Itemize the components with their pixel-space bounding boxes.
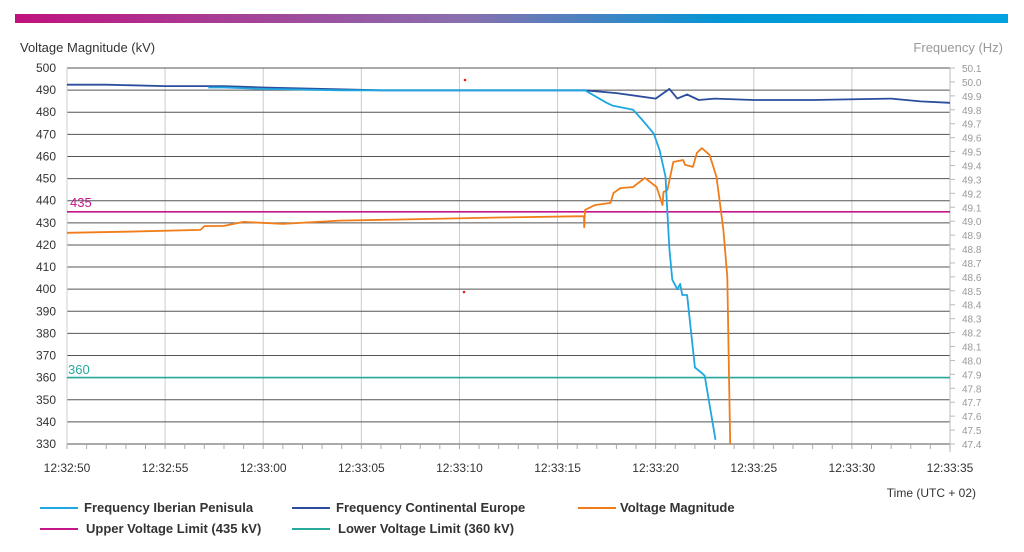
y-tick-label: 400 bbox=[36, 282, 56, 296]
y2-tick-label: 49.0 bbox=[962, 217, 982, 228]
y2-tick-label: 48.2 bbox=[962, 329, 982, 340]
y-tick-label: 360 bbox=[36, 371, 56, 385]
y2-tick-label: 47.6 bbox=[962, 412, 982, 423]
y2-tick-label: 48.8 bbox=[962, 245, 982, 256]
legend-label: Frequency Iberian Penisula bbox=[84, 500, 254, 515]
y2-tick-label: 50.0 bbox=[962, 78, 982, 89]
y2-tick-label: 47.8 bbox=[962, 384, 982, 395]
y-tick-label: 370 bbox=[36, 349, 56, 363]
y2-axis-title: Frequency (Hz) bbox=[913, 40, 1003, 55]
y-tick-label: 480 bbox=[36, 105, 56, 119]
x-tick-label: 12:33:15 bbox=[534, 461, 581, 475]
y2-tick-label: 47.5 bbox=[962, 426, 982, 437]
y2-tick-label: 48.0 bbox=[962, 356, 982, 367]
y-tick-label: 390 bbox=[36, 304, 56, 318]
legend-label: Voltage Magnitude bbox=[620, 500, 735, 515]
x-tick-label: 12:33:10 bbox=[436, 461, 483, 475]
y-tick-label: 440 bbox=[36, 194, 56, 208]
x-tick-label: 12:32:50 bbox=[44, 461, 91, 475]
y-tick-label: 350 bbox=[36, 393, 56, 407]
y-tick-label: 500 bbox=[36, 61, 56, 75]
y-tick-label: 450 bbox=[36, 172, 56, 186]
y-tick-label: 460 bbox=[36, 149, 56, 163]
y2-tick-label: 48.1 bbox=[962, 343, 982, 354]
upper-limit-label: 435 bbox=[70, 195, 92, 210]
y2-tick-label: 49.1 bbox=[962, 203, 982, 214]
header-gradient-bar bbox=[15, 14, 1008, 23]
x-tick-label: 12:33:00 bbox=[240, 461, 287, 475]
legend-label: Frequency Continental Europe bbox=[336, 500, 525, 515]
y2-tick-label: 49.6 bbox=[962, 134, 982, 145]
y-tick-label: 470 bbox=[36, 127, 56, 141]
y2-tick-label: 48.5 bbox=[962, 287, 982, 298]
y-tick-label: 490 bbox=[36, 83, 56, 97]
y-tick-label: 330 bbox=[36, 437, 56, 451]
y2-tick-label: 49.7 bbox=[962, 120, 982, 131]
lower-limit-label: 360 bbox=[68, 362, 90, 377]
x-tick-label: 12:33:20 bbox=[632, 461, 679, 475]
y-tick-label: 410 bbox=[36, 260, 56, 274]
series-line-frequency-continental-europe bbox=[67, 83, 951, 104]
y-tick-label: 340 bbox=[36, 415, 56, 429]
y-axis-title: Voltage Magnitude (kV) bbox=[20, 40, 155, 55]
x-axis-title: Time (UTC + 02) bbox=[887, 486, 976, 500]
y2-tick-label: 49.9 bbox=[962, 92, 982, 103]
y2-tick-label: 49.5 bbox=[962, 148, 982, 159]
marker-dot bbox=[463, 78, 467, 82]
marker-dot bbox=[462, 290, 466, 294]
x-tick-label: 12:33:25 bbox=[730, 461, 777, 475]
y2-tick-label: 48.3 bbox=[962, 315, 982, 326]
y2-tick-label: 49.2 bbox=[962, 189, 982, 200]
y2-tick-label: 50.1 bbox=[962, 64, 982, 75]
x-tick-label: 12:33:30 bbox=[829, 461, 876, 475]
y2-tick-label: 48.4 bbox=[962, 301, 982, 312]
y2-tick-label: 47.7 bbox=[962, 398, 982, 409]
x-tick-label: 12:32:55 bbox=[142, 461, 189, 475]
y2-tick-label: 49.8 bbox=[962, 106, 982, 117]
y2-tick-label: 48.6 bbox=[962, 273, 982, 284]
y2-tick-label: 47.4 bbox=[962, 440, 982, 451]
x-tick-label: 12:33:35 bbox=[927, 461, 974, 475]
x-tick-label: 12:33:05 bbox=[338, 461, 385, 475]
series-line-voltage-magnitude bbox=[66, 147, 732, 445]
legend-label: Upper Voltage Limit (435 kV) bbox=[86, 521, 261, 536]
y2-tick-label: 48.9 bbox=[962, 231, 982, 242]
y-tick-label: 420 bbox=[36, 238, 56, 252]
y2-tick-label: 48.7 bbox=[962, 259, 982, 270]
y2-tick-label: 47.9 bbox=[962, 370, 982, 381]
y-tick-label: 430 bbox=[36, 216, 56, 230]
y2-tick-label: 49.4 bbox=[962, 161, 982, 172]
legend-label: Lower Voltage Limit (360 kV) bbox=[338, 521, 514, 536]
y-tick-label: 380 bbox=[36, 326, 56, 340]
series-line-frequency-iberian-penisula bbox=[208, 86, 717, 440]
y2-tick-label: 49.3 bbox=[962, 175, 982, 186]
